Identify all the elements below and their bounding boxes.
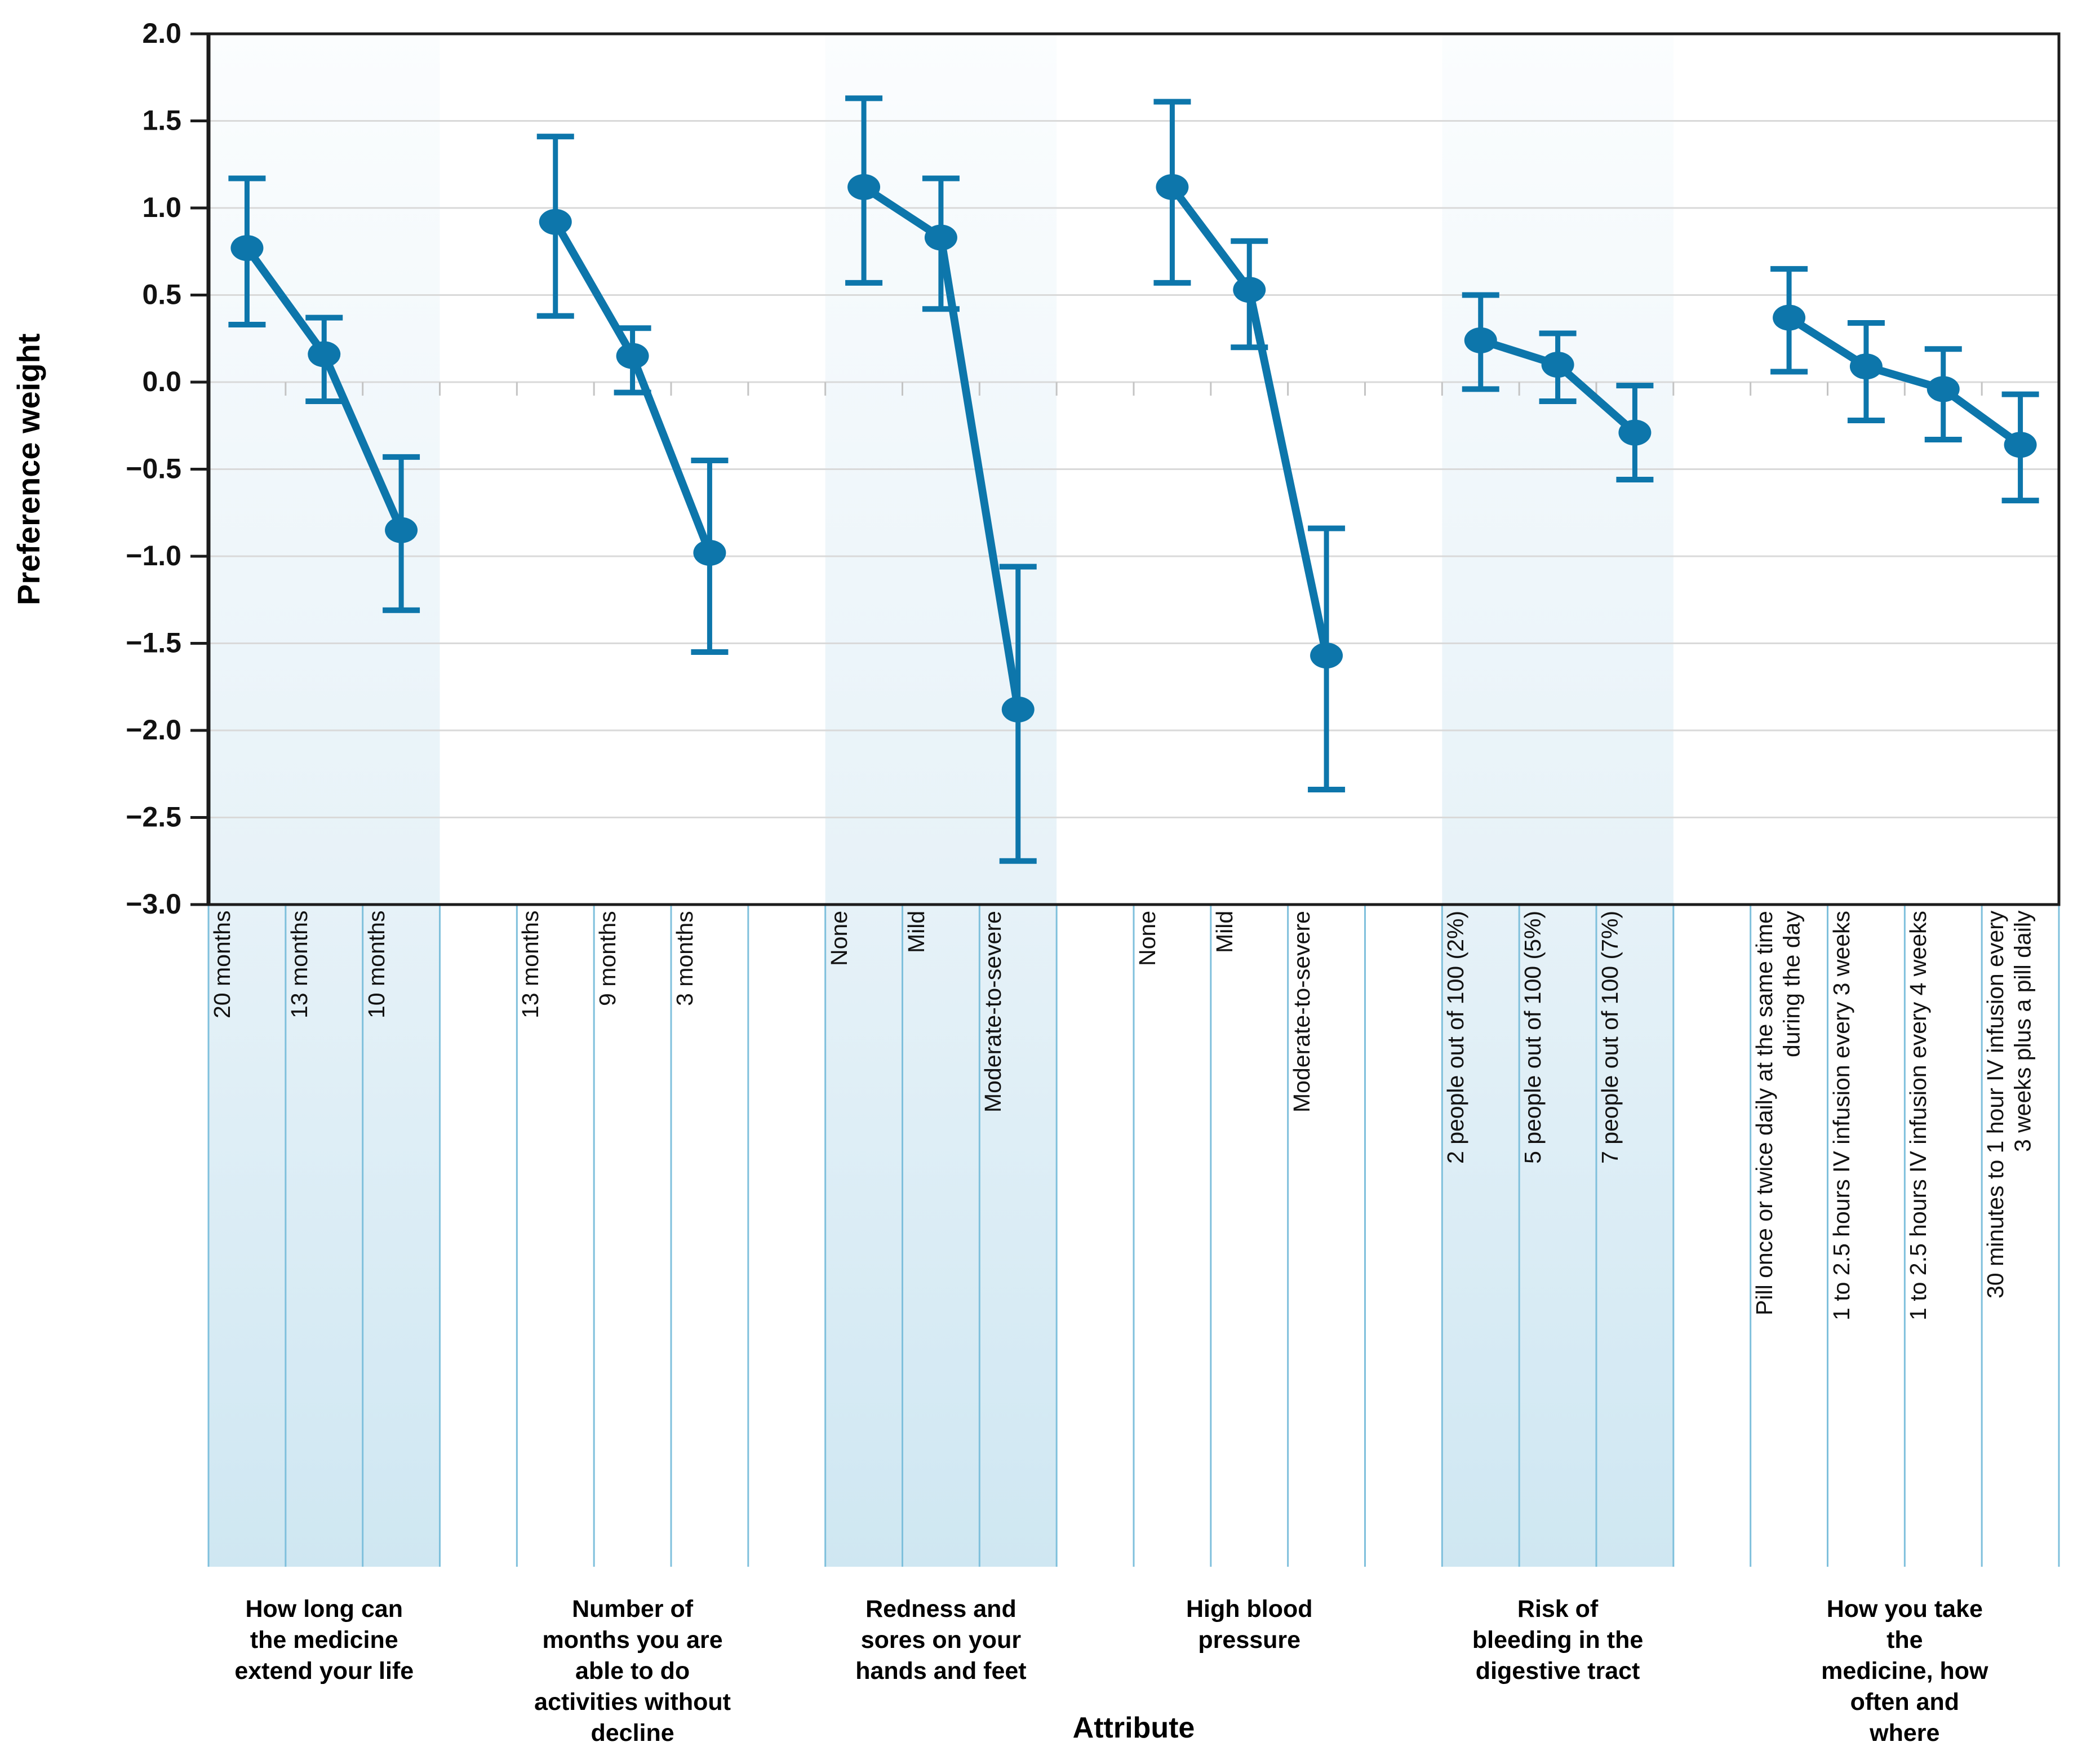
data-point [1156,174,1189,200]
y-tick-label: −1.5 [126,627,181,659]
data-point [924,224,957,251]
data-point [1233,277,1266,303]
y-tick-label: −2.0 [126,714,181,746]
data-point [1849,353,1883,380]
data-point [693,539,726,566]
level-label: 1 to 2.5 hours IV infusion every 4 weeks [1905,911,1932,1321]
level-label: 2 people out of 100 (2%) [1442,911,1469,1164]
attribute-group-title: How you take the medicine, how often and… [1821,1595,1988,1747]
y-tick-label: 1.0 [142,192,181,223]
data-point [847,174,881,200]
attribute-band [1442,34,1674,1567]
series-line [1785,313,2025,449]
y-tick-label: −0.5 [126,453,181,485]
y-tick-label: 0.5 [142,279,181,311]
data-point [1618,419,1652,446]
level-label: 13 months [286,911,312,1019]
data-point [616,343,649,369]
data-point [1464,327,1497,353]
level-label: Moderate-to-severe [1288,911,1315,1113]
level-label: 30 minutes to 1 hour IV infusion every 3… [1982,911,2036,1299]
level-label: 9 months [594,911,621,1006]
data-point [230,235,264,262]
level-label: Mild [1211,911,1237,954]
data-point [1541,352,1574,378]
level-label: None [1134,911,1160,967]
level-label: 5 people out of 100 (5%) [1520,911,1546,1164]
attribute-group-title: High blood pressure [1186,1595,1313,1654]
level-label: 20 months [209,911,235,1019]
y-tick-label: 2.0 [142,17,181,49]
data-point [1926,376,1960,402]
y-tick-label: −1.0 [126,540,181,571]
x-axis-title: Attribute [1072,1712,1195,1744]
attribute-group-title: How long can the medicine extend your li… [234,1595,414,1685]
data-point [308,341,341,367]
level-label: Moderate-to-severe [980,911,1006,1113]
level-label: 1 to 2.5 hours IV infusion every 3 weeks [1828,911,1854,1321]
level-label: 7 people out of 100 (7%) [1597,911,1623,1164]
data-point [1310,642,1343,669]
level-label: 13 months [517,911,544,1019]
y-axis-title: Preference weight [11,333,46,605]
data-point [1001,696,1035,723]
level-label: 10 months [363,911,389,1019]
level-label: Pill once or twice daily at the same tim… [1751,911,1805,1315]
data-point [539,209,572,235]
level-label: None [825,911,852,967]
attribute-group-title: Number of months you are able to do acti… [534,1595,731,1747]
level-label: Mild [903,911,929,954]
y-tick-label: 0.0 [142,366,181,397]
data-point [1773,304,1806,331]
attribute-group-title: Redness and sores on your hands and feet [855,1595,1027,1685]
attribute-group-title: Risk of bleeding in the digestive tract [1472,1595,1644,1685]
data-point [2004,432,2037,458]
level-label: 3 months [672,911,698,1006]
y-tick-label: −2.5 [126,801,181,833]
data-point [385,517,418,543]
y-tick-label: −3.0 [126,888,181,920]
y-tick-label: 1.5 [142,105,181,136]
